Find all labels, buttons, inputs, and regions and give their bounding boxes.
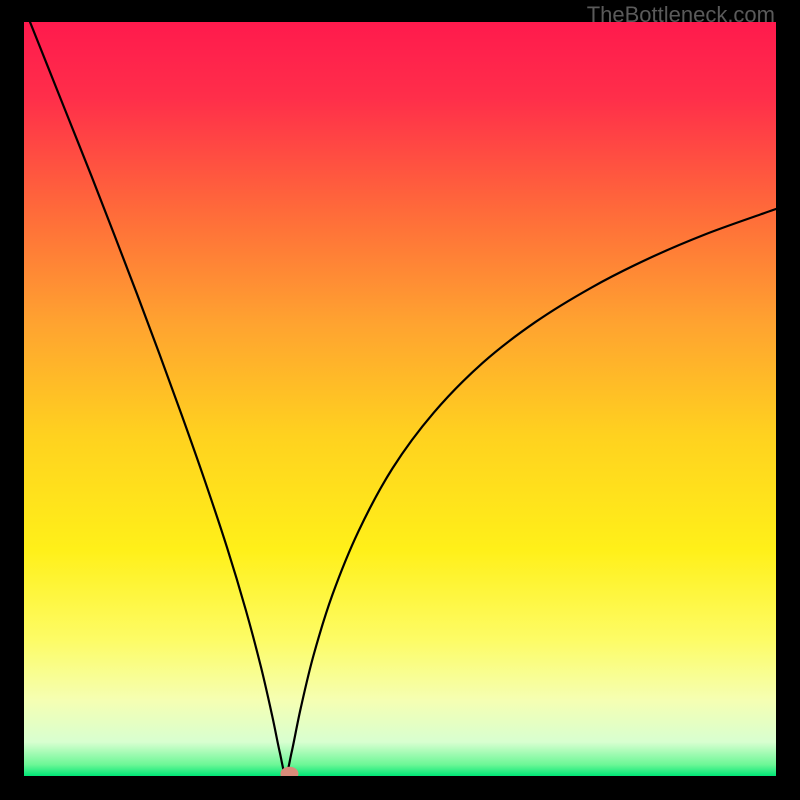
- chart-container: TheBottleneck.com: [0, 0, 800, 800]
- gradient-background: [24, 22, 776, 776]
- watermark-text: TheBottleneck.com: [587, 2, 775, 28]
- plot-area: [24, 22, 776, 776]
- bottleneck-curve-chart: [24, 22, 776, 776]
